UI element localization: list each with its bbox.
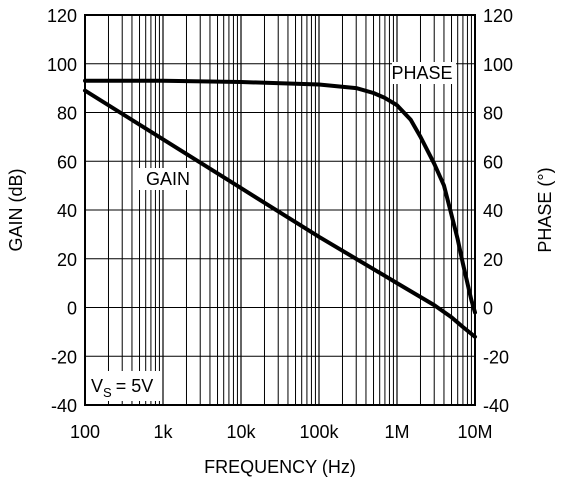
left-y-tick-label: 100 (47, 55, 77, 75)
left-y-tick-label: 80 (57, 104, 77, 124)
series-label-gain: GAIN (146, 169, 190, 189)
series-label-bg (138, 168, 190, 190)
left-y-tick-label: -20 (51, 347, 77, 367)
right-y-tick-label: 40 (483, 201, 503, 221)
x-tick-label: 100 (70, 422, 100, 442)
annotation-text: = 5V (116, 376, 154, 396)
left-y-tick-label: 0 (67, 299, 77, 319)
right-y-tick-label: 20 (483, 250, 503, 270)
left-y-tick-label: 40 (57, 201, 77, 221)
right-y-axis-title: PHASE (°) (535, 167, 555, 252)
left-y-tick-label: 60 (57, 152, 77, 172)
right-y-tick-label: 80 (483, 104, 503, 124)
annotation-symbol: V (91, 376, 103, 396)
annotation-subscript: S (103, 385, 112, 400)
x-tick-label: 100k (299, 422, 339, 442)
right-y-tick-label: 60 (483, 152, 503, 172)
left-y-axis-title: GAIN (dB) (6, 168, 26, 251)
right-y-tick-label: 100 (483, 55, 513, 75)
x-tick-label: 1k (153, 422, 173, 442)
right-y-tick-label: 120 (483, 6, 513, 26)
right-y-tick-label: -20 (483, 347, 509, 367)
x-tick-label: 1M (384, 422, 409, 442)
series-label-phase: PHASE (391, 63, 452, 83)
left-y-tick-label: -40 (51, 396, 77, 416)
left-y-tick-label: 20 (57, 250, 77, 270)
chart-ticks: 100 1k 10k 100k 1M 10M -40 -40 -20 -20 0 0 20 20 40 40 6… (47, 6, 513, 442)
right-y-tick-label: 0 (483, 299, 493, 319)
supply-voltage-label: VS = 5V (91, 376, 153, 400)
right-y-tick-label: -40 (483, 396, 509, 416)
plot-frame (84, 14, 476, 406)
x-tick-label: 10M (457, 422, 492, 442)
supply-voltage-annotation: VS = 5V (88, 371, 160, 401)
series-line-gain (83, 88, 477, 339)
chart-series: GAIN PHASE (83, 62, 477, 339)
x-axis-title: FREQUENCY (Hz) (204, 457, 356, 477)
x-tick-label: 10k (226, 422, 256, 442)
left-y-tick-label: 120 (47, 6, 77, 26)
series-label-bg (392, 62, 456, 84)
series-line-phase (83, 78, 477, 315)
